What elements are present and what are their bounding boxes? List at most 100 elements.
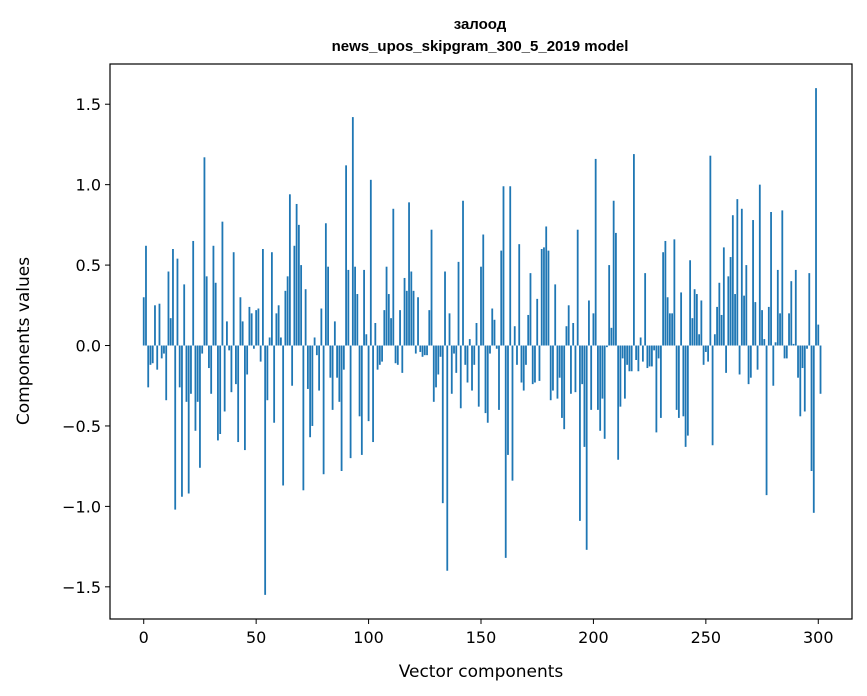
bar-233 — [666, 297, 669, 346]
bar-258 — [722, 247, 725, 346]
bar-132 — [439, 345, 442, 357]
y-tick-label: −1.0 — [62, 497, 101, 516]
bar-93 — [351, 117, 354, 346]
bar-77 — [315, 345, 318, 356]
bar-269 — [747, 345, 750, 385]
bar-92 — [349, 345, 352, 459]
bar-151 — [482, 234, 485, 346]
bar-5 — [154, 305, 156, 346]
bar-76 — [313, 337, 316, 346]
bar-100 — [367, 345, 370, 422]
bar-52 — [259, 345, 262, 362]
bar-103 — [374, 323, 377, 346]
bar-257 — [720, 314, 723, 346]
bar-87 — [338, 345, 341, 402]
bar-110 — [390, 318, 392, 346]
bar-290 — [794, 269, 797, 346]
bar-189 — [567, 305, 570, 346]
bar-20 — [187, 345, 190, 494]
bar-166 — [516, 345, 518, 365]
bar-248 — [700, 300, 703, 346]
bar-184 — [556, 345, 559, 399]
bar-17 — [181, 345, 183, 497]
bar-285 — [783, 345, 786, 359]
bar-198 — [588, 300, 590, 346]
bar-157 — [495, 345, 498, 349]
bar-229 — [657, 345, 660, 359]
bar-64 — [286, 276, 289, 346]
bar-19 — [185, 345, 188, 402]
bar-119 — [410, 271, 413, 346]
bar-3 — [149, 345, 152, 365]
bar-235 — [671, 313, 674, 346]
bar-221 — [639, 337, 642, 346]
bar-268 — [745, 265, 748, 346]
bar-179 — [545, 226, 548, 346]
bar-130 — [435, 345, 437, 388]
bar-49 — [253, 345, 255, 349]
bar-25 — [199, 345, 201, 468]
bar-241 — [684, 345, 687, 447]
bar-26 — [201, 345, 204, 354]
bar-47 — [248, 306, 251, 346]
bar-72 — [304, 289, 307, 346]
bar-156 — [493, 319, 496, 346]
bar-137 — [450, 345, 453, 394]
bar-120 — [412, 290, 415, 346]
bar-172 — [529, 273, 532, 346]
bar-44 — [241, 321, 244, 346]
bar-135 — [446, 345, 449, 571]
bar-39 — [230, 345, 233, 393]
bar-186 — [561, 345, 563, 418]
bar-245 — [693, 289, 696, 346]
bar-180 — [547, 250, 550, 346]
bar-42 — [237, 345, 240, 443]
bar-169 — [522, 345, 525, 391]
bar-18 — [183, 284, 186, 346]
bar-300 — [817, 324, 820, 346]
bar-262 — [731, 215, 734, 346]
bar-173 — [531, 345, 534, 385]
bar-282 — [776, 269, 779, 346]
bar-297 — [810, 345, 813, 471]
bar-70 — [300, 265, 303, 346]
bar-0 — [142, 297, 145, 346]
bar-203 — [599, 345, 602, 431]
x-axis-label: Vector components — [399, 662, 564, 682]
bar-247 — [698, 334, 700, 346]
bar-126 — [426, 345, 428, 356]
bar-240 — [682, 345, 685, 417]
bar-193 — [576, 229, 579, 346]
bar-128 — [430, 229, 433, 346]
x-tick-label: 150 — [466, 628, 497, 647]
bar-63 — [284, 290, 287, 346]
bar-264 — [736, 199, 739, 346]
bar-190 — [570, 345, 572, 394]
bar-94 — [354, 266, 356, 346]
bar-78 — [318, 345, 321, 391]
bar-147 — [473, 345, 476, 365]
bar-231 — [662, 252, 665, 346]
bar-218 — [633, 154, 635, 346]
bar-191 — [572, 323, 575, 346]
bar-185 — [558, 345, 561, 378]
bar-71 — [302, 345, 305, 491]
bar-182 — [552, 345, 554, 391]
bar-287 — [788, 313, 790, 346]
bar-160 — [502, 186, 505, 346]
bar-129 — [432, 345, 435, 402]
bar-272 — [754, 302, 757, 346]
bar-256 — [718, 282, 721, 346]
bar-22 — [192, 240, 195, 346]
bar-134 — [444, 271, 446, 346]
bar-212 — [619, 345, 622, 407]
bar-50 — [255, 310, 258, 346]
bar-252 — [709, 155, 712, 346]
bar-95 — [356, 294, 359, 346]
bar-210 — [615, 232, 617, 346]
bar-281 — [774, 342, 777, 346]
x-axis: 0 50 100 150 200 250 300 — [139, 619, 834, 647]
y-axis: −1.5 −1.0 −0.5 0.0 0.5 1.0 1.5 — [62, 95, 110, 597]
bar-109 — [387, 294, 390, 346]
bar-194 — [579, 345, 581, 521]
